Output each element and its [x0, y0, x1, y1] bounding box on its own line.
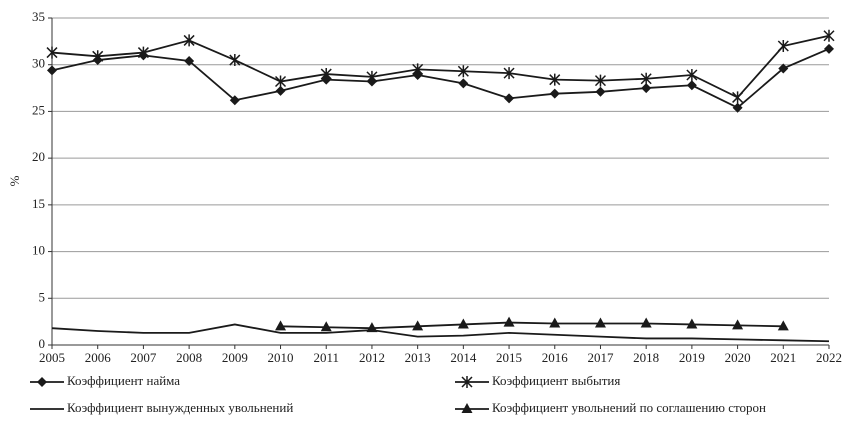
x-tick-label: 2022: [816, 350, 842, 365]
marker-star: [823, 29, 835, 42]
legend-marker: [37, 377, 47, 387]
x-tick-label: 2012: [359, 350, 385, 365]
x-tick-label: 2019: [679, 350, 705, 365]
marker-star: [137, 46, 149, 59]
y-tick-label: 0: [39, 336, 46, 351]
x-tick-label: 2006: [85, 350, 112, 365]
y-tick-label: 5: [39, 289, 46, 304]
marker-diamond: [595, 86, 606, 97]
marker-triangle: [640, 317, 652, 328]
marker-diamond: [47, 65, 57, 76]
y-tick-label: 10: [32, 243, 45, 258]
marker-triangle: [777, 320, 789, 331]
marker-triangle: [686, 318, 698, 329]
marker-star: [366, 70, 378, 83]
marker-diamond: [184, 55, 195, 66]
legend-label: Коэффициент выбытия: [492, 373, 620, 388]
marker-triangle: [412, 320, 424, 331]
marker-diamond: [686, 80, 697, 91]
x-tick-label: 2017: [587, 350, 614, 365]
legend-marker: [461, 376, 473, 388]
marker-star: [320, 68, 332, 81]
x-tick-label: 2016: [542, 350, 569, 365]
marker-star: [46, 46, 58, 59]
marker-star: [594, 74, 607, 87]
marker-star: [229, 54, 241, 67]
series-line: [280, 321, 784, 330]
marker-star: [777, 40, 789, 53]
y-tick-label: 25: [32, 102, 45, 117]
x-tick-label: 2005: [39, 350, 65, 365]
marker-star: [412, 63, 424, 76]
marker-triangle: [457, 318, 469, 329]
marker-triangle: [275, 320, 287, 331]
marker-star: [274, 75, 287, 88]
series-line: [51, 48, 830, 109]
y-tick-label: 30: [32, 56, 45, 71]
marker-triangle: [503, 316, 515, 327]
marker-diamond: [641, 83, 652, 94]
legend-label: Коэффициент найма: [67, 373, 180, 388]
marker-triangle: [366, 322, 378, 333]
marker-star: [549, 73, 561, 86]
x-tick-label: 2020: [725, 350, 751, 365]
marker-diamond: [458, 78, 469, 89]
marker-star: [457, 65, 469, 78]
legend-marker: [461, 403, 473, 413]
legend-label: Коэффициент увольнений по соглашению сто…: [492, 400, 766, 415]
marker-diamond: [275, 85, 286, 96]
y-tick-label: 15: [32, 196, 45, 211]
marker-diamond: [824, 43, 834, 54]
marker-diamond: [504, 93, 515, 104]
marker-star: [183, 34, 195, 47]
y-axis-label: %: [7, 175, 22, 186]
x-tick-label: 2007: [130, 350, 157, 365]
marker-triangle: [594, 317, 606, 328]
marker-star: [640, 72, 652, 85]
legend-label: Коэффициент вынужденных увольнений: [67, 400, 293, 415]
series-line: [51, 323, 830, 343]
x-tick-label: 2013: [405, 350, 431, 365]
x-tick-label: 2021: [770, 350, 796, 365]
marker-diamond: [549, 88, 560, 99]
marker-diamond: [778, 63, 789, 74]
y-tick-label: 35: [32, 9, 45, 24]
marker-triangle: [732, 319, 744, 330]
marker-star: [92, 50, 104, 63]
marker-triangle: [320, 321, 332, 332]
x-tick-label: 2008: [176, 350, 202, 365]
marker-diamond: [732, 102, 743, 113]
marker-star: [503, 67, 515, 80]
marker-triangle: [549, 317, 561, 328]
y-tick-label: 20: [32, 149, 45, 164]
x-tick-label: 2015: [496, 350, 522, 365]
marker-diamond: [229, 95, 240, 106]
x-tick-label: 2009: [222, 350, 248, 365]
x-tick-label: 2014: [450, 350, 477, 365]
series-line: [51, 34, 830, 99]
x-tick-label: 2018: [633, 350, 659, 365]
marker-star: [686, 68, 698, 81]
x-tick-label: 2010: [268, 350, 294, 365]
marker-star: [732, 91, 744, 104]
x-tick-label: 2011: [313, 350, 339, 365]
